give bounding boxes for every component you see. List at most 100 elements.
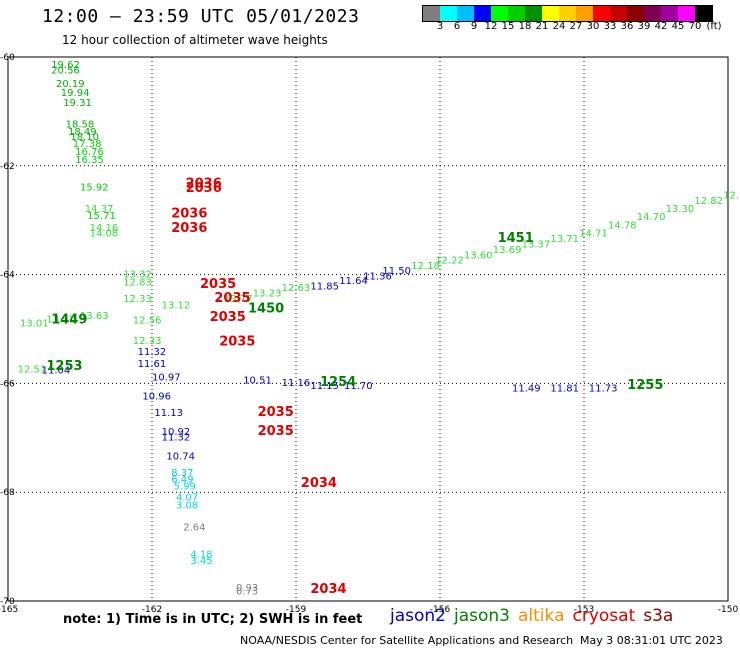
swh-label: 20.19 <box>56 79 85 90</box>
swh-label: 13.12 <box>162 300 191 311</box>
scale-label: 3 <box>436 21 444 32</box>
swh-label: 16.35 <box>75 155 104 166</box>
time-label: 1450 <box>248 302 284 317</box>
footer-note: note: 1) Time is in UTC; 2) SWH is in fe… <box>63 612 363 627</box>
x-tick-label: -162 <box>142 605 162 615</box>
swh-label: 3.45 <box>190 556 212 567</box>
grid-lines <box>8 57 728 601</box>
scale-label: 24 <box>552 21 566 32</box>
time-label: 2036 <box>186 177 222 192</box>
scale-swatch <box>457 6 474 21</box>
scale-swatch <box>508 6 525 21</box>
y-tick-label: -64 <box>0 271 15 281</box>
swh-label: 14.08 <box>90 229 119 240</box>
y-tick-label: -70 <box>0 597 15 607</box>
scale-label: 42 <box>654 21 668 32</box>
scale-swatch <box>525 6 542 21</box>
footer-timestamp: May 3 08:31:01 UTC 2023 <box>580 634 723 647</box>
swh-label: 6.49 <box>171 474 193 485</box>
scale-label: 15 <box>501 21 515 32</box>
swh-label: 4.07 <box>176 492 198 503</box>
swh-label: 14.16 <box>90 223 119 234</box>
scale-swatch <box>627 6 644 21</box>
swh-label: 2.64 <box>183 522 205 533</box>
swh-label: 10.96 <box>142 392 171 403</box>
swh-label: 11.64 <box>339 276 368 287</box>
scale-swatch <box>661 6 678 21</box>
time-label: 2035 <box>200 277 236 292</box>
swh-label: 14.70 <box>637 212 666 223</box>
scale-label: 30 <box>586 21 600 32</box>
swh-label: 10.51 <box>243 375 272 386</box>
swh-label: 13.63 <box>80 311 109 322</box>
x-tick-label: -156 <box>430 605 451 615</box>
scale-label: 70 <box>688 21 702 32</box>
swh-label: 11.81 <box>550 384 579 395</box>
scale-label: 36 <box>620 21 634 32</box>
swh-label: 13.60 <box>464 250 493 261</box>
scale-label: 12 <box>484 21 498 32</box>
swh-label: 13.30 <box>666 204 695 215</box>
satellite-s3a: s3a <box>643 606 674 626</box>
swh-label: 19.31 <box>63 98 92 109</box>
swh-label: 15.92 <box>80 182 109 193</box>
swh-label: 18.49 <box>68 127 97 138</box>
swh-label: 11.16 <box>282 378 311 389</box>
x-tick-label: -153 <box>574 605 594 615</box>
swh-label: 0.93 <box>236 583 258 594</box>
swh-label: 17.38 <box>73 139 102 150</box>
swh-label: 11.85 <box>310 281 339 292</box>
swh-label: 11.61 <box>138 359 167 370</box>
satellite-legend: jason2 jason3 altika cryosat s3a <box>390 606 681 626</box>
time-label: 1253 <box>46 359 82 374</box>
y-tick-label: -60 <box>0 53 15 63</box>
swh-label: 14.37 <box>85 204 114 215</box>
scale-label: 45 <box>671 21 685 32</box>
scale-swatch <box>695 6 712 21</box>
scale-swatch <box>491 6 508 21</box>
swh-label: 13.71 <box>550 234 579 245</box>
scale-label: 6 <box>453 21 461 32</box>
satellite-jason2: jason2 <box>390 606 446 626</box>
swh-label: 19.94 <box>61 88 90 99</box>
swh-label: 13.69 <box>493 245 522 256</box>
scale-label: 21 <box>535 21 549 32</box>
swh-label: 12.82 <box>694 196 723 207</box>
time-label: 1254 <box>320 375 356 390</box>
time-label: 2036 <box>186 181 222 196</box>
swh-label: 5.99 <box>174 481 196 492</box>
scale-swatch <box>644 6 661 21</box>
swh-label: 12.83 <box>123 277 152 288</box>
swh-label: 11.32 <box>138 347 167 358</box>
swh-label: 10.97 <box>152 373 181 384</box>
scale-label: 9 <box>470 21 478 32</box>
swh-label: 10.92 <box>162 427 191 438</box>
scale-swatch <box>610 6 627 21</box>
swh-label: 11.36 <box>363 271 392 282</box>
swh-label: 18.58 <box>66 120 95 131</box>
satellite-cryosat: cryosat <box>572 606 636 626</box>
swh-label: 13.01 <box>20 318 49 329</box>
time-label: 1449 <box>51 313 87 328</box>
swh-label: 8.37 <box>171 468 193 479</box>
x-tick-label: -165 <box>0 605 18 615</box>
scale-swatch <box>559 6 576 21</box>
swh-label: 13.51 <box>46 314 75 325</box>
swh-label: 15.71 <box>87 211 116 222</box>
time-label: 2036 <box>171 221 207 236</box>
swh-label: 11.32 <box>162 433 191 444</box>
swh-label: 12.51 <box>18 365 47 376</box>
swh-label: 12.33 <box>133 336 162 347</box>
swh-label: 4.18 <box>190 549 212 560</box>
scale-swatch <box>678 6 695 21</box>
swh-label: 11.50 <box>382 266 411 277</box>
swh-label: 20.56 <box>51 65 80 76</box>
color-scale <box>422 5 713 22</box>
swh-label: 14.71 <box>579 229 608 240</box>
swh-label: 10.74 <box>166 452 195 463</box>
satellite-altika: altika <box>518 606 565 626</box>
scale-swatch <box>474 6 491 21</box>
swh-label: 12.56 <box>133 316 162 327</box>
x-tick-label: -150 <box>718 605 739 615</box>
swh-label: 13.23 <box>253 288 282 299</box>
